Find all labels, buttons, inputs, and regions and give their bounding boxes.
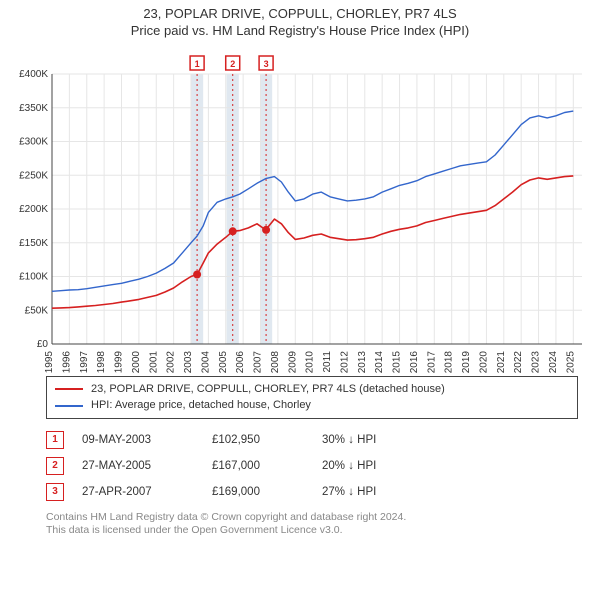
svg-text:2025: 2025 [565,350,576,373]
sale-diff: 30% ↓ HPI [322,434,442,446]
svg-text:2007: 2007 [253,350,264,373]
svg-text:£200K: £200K [19,204,48,215]
svg-text:£300K: £300K [19,136,48,147]
svg-text:1999: 1999 [114,350,125,373]
svg-text:2018: 2018 [444,350,455,373]
svg-text:2008: 2008 [270,350,281,373]
svg-text:3: 3 [264,59,269,69]
svg-text:2010: 2010 [305,350,316,373]
svg-text:2012: 2012 [339,350,350,373]
legend-label: 23, POPLAR DRIVE, COPPULL, CHORLEY, PR7 … [91,381,445,398]
svg-text:£100K: £100K [19,271,48,282]
sale-diff: 27% ↓ HPI [322,486,442,498]
svg-text:2017: 2017 [426,350,437,373]
page-root: 23, POPLAR DRIVE, COPPULL, CHORLEY, PR7 … [0,0,600,590]
title-address: 23, POPLAR DRIVE, COPPULL, CHORLEY, PR7 … [10,6,590,23]
chart-area: £0 £50K £100K £150K £200K £250K £300K £350K £400… [10,46,558,366]
legend-box: 23, POPLAR DRIVE, COPPULL, CHORLEY, PR7 … [46,376,578,419]
sale-diff: 20% ↓ HPI [322,460,442,472]
svg-text:2021: 2021 [496,350,507,373]
sale-date: 27-APR-2007 [82,486,212,498]
sales-table: 1 09-MAY-2003£102,95030% ↓ HPI 2 27-MAY-200… [46,427,578,505]
sale-date: 27-MAY-2005 [82,460,212,472]
svg-text:2: 2 [230,59,235,69]
legend-row: 23, POPLAR DRIVE, COPPULL, CHORLEY, PR7 … [55,381,569,398]
svg-text:2013: 2013 [357,350,368,373]
sales-row: 3 27-APR-2007£169,00027% ↓ HPI [46,479,578,505]
legend-label: HPI: Average price, detached house, Chor… [91,397,311,414]
svg-text:£50K: £50K [25,305,49,316]
footnote-line-1: Contains HM Land Registry data © Crown c… [46,511,578,525]
legend-swatch [55,405,83,407]
svg-text:2006: 2006 [235,350,246,373]
svg-text:2009: 2009 [287,350,298,373]
svg-text:2005: 2005 [218,350,229,373]
sales-row: 2 27-MAY-2005£167,00020% ↓ HPI [46,453,578,479]
svg-text:2019: 2019 [461,350,472,373]
svg-text:2001: 2001 [148,350,159,373]
sale-marker-box: 2 [46,457,64,475]
svg-text:2015: 2015 [392,350,403,373]
sales-row: 1 09-MAY-2003£102,95030% ↓ HPI [46,427,578,453]
title-block: 23, POPLAR DRIVE, COPPULL, CHORLEY, PR7 … [10,6,590,40]
svg-text:1997: 1997 [79,350,90,373]
sale-price: £167,000 [212,460,322,472]
svg-text:1: 1 [195,59,200,69]
svg-text:£250K: £250K [19,170,48,181]
svg-text:2016: 2016 [409,350,420,373]
sale-date: 09-MAY-2003 [82,434,212,446]
footnote: Contains HM Land Registry data © Crown c… [46,511,578,538]
svg-text:2000: 2000 [131,350,142,373]
legend-swatch [55,388,83,390]
footnote-line-2: This data is licensed under the Open Gov… [46,524,578,538]
svg-text:1998: 1998 [96,350,107,373]
sale-marker-box: 3 [46,483,64,501]
svg-text:2002: 2002 [166,350,177,373]
sale-price: £102,950 [212,434,322,446]
svg-text:1996: 1996 [61,350,72,373]
svg-text:1995: 1995 [44,350,55,373]
svg-text:2024: 2024 [548,350,559,373]
title-subtitle: Price paid vs. HM Land Registry's House … [10,23,590,40]
svg-text:2004: 2004 [200,350,211,373]
svg-text:2020: 2020 [478,350,489,373]
sale-marker-box: 1 [46,431,64,449]
legend-row: HPI: Average price, detached house, Chor… [55,397,569,414]
svg-text:£0: £0 [37,339,49,350]
svg-text:£150K: £150K [19,238,48,249]
svg-text:2011: 2011 [322,350,333,372]
svg-text:2023: 2023 [531,350,542,373]
svg-text:2022: 2022 [513,350,524,373]
chart-svg: £0 £50K £100K £150K £200K £250K £300K £350K £400… [10,46,590,376]
svg-text:2003: 2003 [183,350,194,373]
svg-text:£350K: £350K [19,103,48,114]
sale-price: £169,000 [212,486,322,498]
svg-text:2014: 2014 [374,350,385,373]
svg-text:£400K: £400K [19,69,48,80]
